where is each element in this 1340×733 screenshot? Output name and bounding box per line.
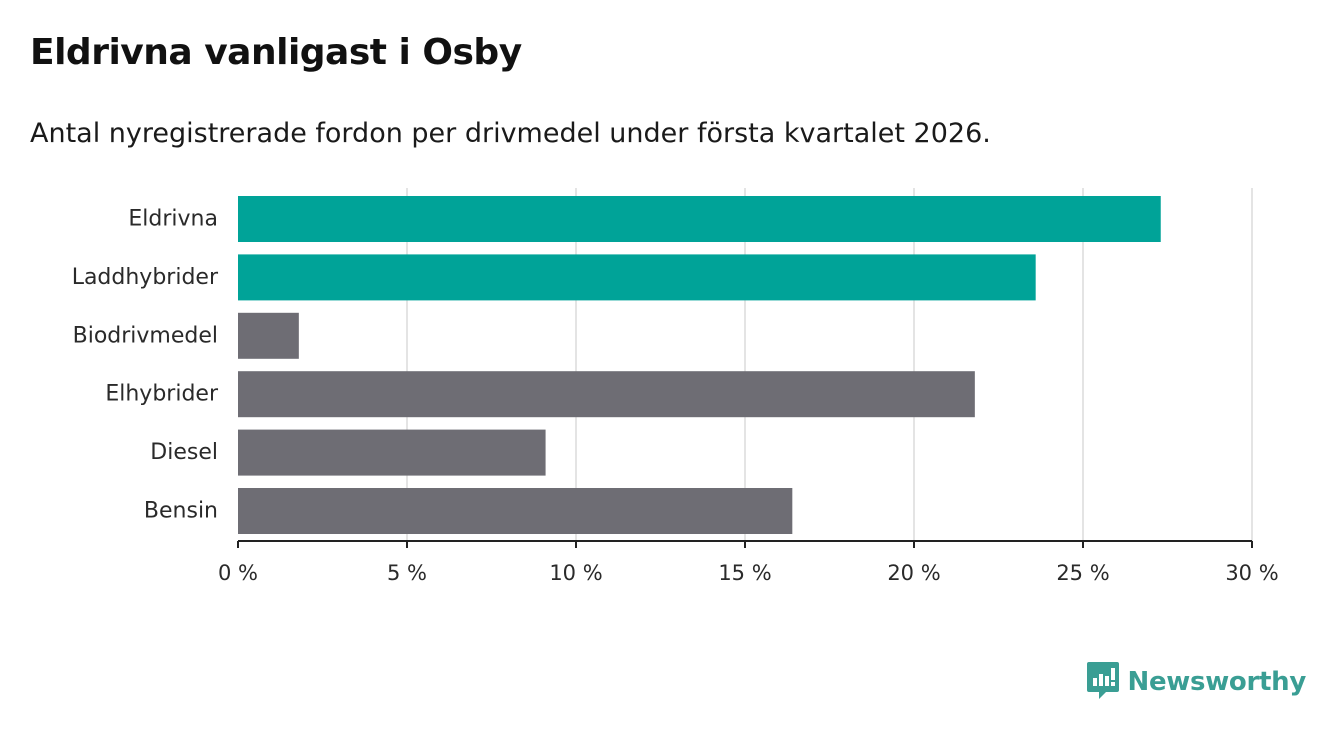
chart-title: Eldrivna vanligast i Osby [30,32,522,73]
bar-laddhybrider [238,254,1036,301]
category-label-laddhybrider: Laddhybrider [72,265,219,290]
category-label-elhybrider: Elhybrider [105,382,219,407]
bar-chart: Eldrivna Laddhybrider Biodrivmedel Elhybrid… [72,188,1279,585]
category-label-bensin: Bensin [144,499,218,524]
x-axis: 0 % 5 % 10 % 15 % 20 % 25 % 30 % [218,540,1279,585]
category-label-eldrivna: Eldrivna [128,207,218,232]
bar-biodrivmedel [238,312,299,359]
bar-elhybrider [238,371,975,418]
bar-bensin [238,488,793,534]
x-tick-label-25: 25 % [1056,561,1109,585]
grid-lines [406,188,1253,541]
bars [238,196,1161,534]
category-label-diesel: Diesel [150,440,218,465]
brand-name: Newsworthy [1127,667,1307,697]
category-labels: Eldrivna Laddhybrider Biodrivmedel Elhybrid… [72,207,219,524]
chart-subtitle: Antal nyregistrerade fordon per drivmede… [30,118,991,149]
x-tick-label-5: 5 % [387,561,427,585]
newsworthy-logo-icon [1086,660,1120,704]
category-label-biodrivmedel: Biodrivmedel [73,323,218,348]
x-tick-label-20: 20 % [887,561,940,585]
x-tick-label-0: 0 % [218,561,258,585]
x-tick-label-15: 15 % [718,561,771,585]
x-tick-label-30: 30 % [1225,561,1278,585]
brand-logo: Newsworthy [1086,660,1306,704]
x-tick-label-10: 10 % [549,561,602,585]
bar-eldrivna [238,196,1161,242]
bar-diesel [238,429,546,476]
